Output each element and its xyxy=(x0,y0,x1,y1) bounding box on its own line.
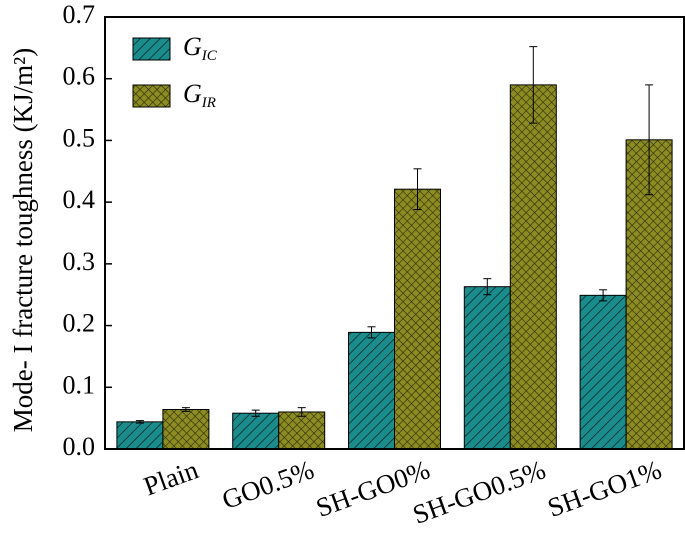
bar xyxy=(278,411,326,450)
y-tick-label: 0.7 xyxy=(63,0,96,29)
error-bar xyxy=(251,409,260,417)
bar xyxy=(579,294,627,450)
error-bar xyxy=(529,46,538,124)
y-tick-label: 0.0 xyxy=(63,432,96,461)
error-bar xyxy=(413,168,422,211)
legend-label: GIR xyxy=(183,79,216,111)
x-tick-label: Plain xyxy=(140,454,203,501)
error-bar xyxy=(645,84,654,196)
y-tick-label: 0.4 xyxy=(63,185,96,214)
bar xyxy=(162,409,210,450)
error-bar xyxy=(367,326,376,339)
x-tick-label: GO0.5% xyxy=(218,454,318,515)
error-bar xyxy=(483,278,492,296)
error-bar xyxy=(181,407,190,412)
error-bar xyxy=(297,407,306,417)
y-tick-label: 0.2 xyxy=(63,309,96,338)
y-axis-label: Mode- I fracture toughness (KJ/m²) xyxy=(8,48,38,433)
y-tick-label: 0.5 xyxy=(63,123,96,152)
plot-frame xyxy=(104,16,685,450)
bar xyxy=(463,286,511,450)
bar xyxy=(116,421,164,450)
legend-swatch xyxy=(132,37,171,61)
x-tick-label: SH-GO1% xyxy=(544,454,666,523)
bar xyxy=(509,84,557,450)
y-tick-label: 0.6 xyxy=(63,62,96,91)
bar xyxy=(348,331,395,450)
x-tick-label: SH-GO0.5% xyxy=(409,454,550,530)
y-tick-label: 0.3 xyxy=(63,247,96,276)
legend-label: GIC xyxy=(183,32,218,64)
error-bar xyxy=(135,420,144,424)
legend-swatch xyxy=(132,84,171,108)
bar xyxy=(394,188,441,450)
y-tick-label: 0.1 xyxy=(63,370,96,399)
bar xyxy=(232,412,280,450)
error-bar xyxy=(599,289,608,302)
